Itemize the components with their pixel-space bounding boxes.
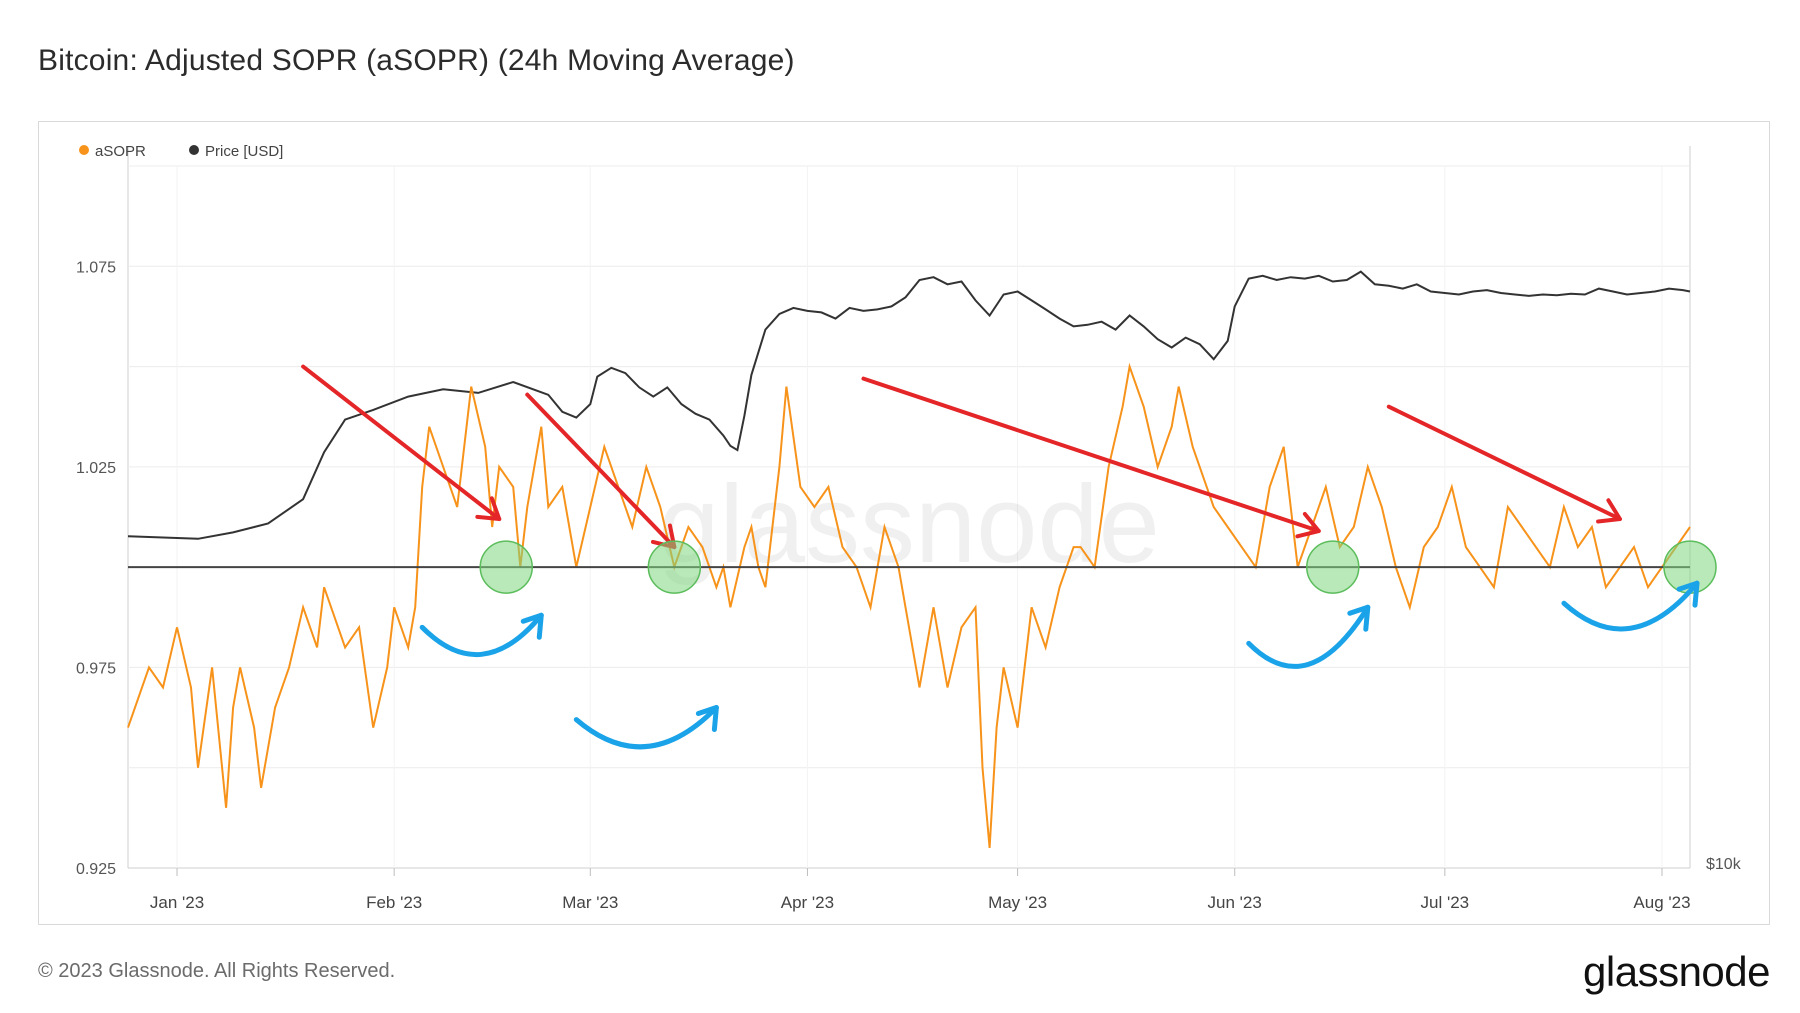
blue-curve-arrowhead: [1676, 580, 1700, 608]
chart-title: Bitcoin: Adjusted SOPR (aSOPR) (24h Movi…: [38, 44, 795, 77]
red-arrowhead: [1295, 511, 1321, 539]
blue-curve-arrow: [573, 705, 719, 750]
glassnode-logo: glassnode: [1583, 948, 1770, 995]
x-tick-label: Mar '23: [562, 893, 618, 912]
blue-curve-arrowhead: [1347, 604, 1371, 632]
green-circle-marker: [479, 540, 533, 594]
red-arrow: [1386, 404, 1622, 522]
red-arrow: [525, 392, 677, 550]
x-tick-label: Jan '23: [150, 893, 204, 912]
blue-curve-arrowhead: [695, 705, 719, 733]
y-tick-label: 1.075: [76, 259, 116, 276]
x-tick-label: May '23: [988, 893, 1047, 912]
legend-marker: [79, 145, 89, 155]
legend-label: Price [USD]: [205, 143, 283, 160]
legend-marker: [189, 145, 199, 155]
x-tick-label: Apr '23: [781, 893, 834, 912]
asopr-chart: 1.075 1.025 0.975 0.925 $10k Jan '23 Feb '23 Ma…: [76, 143, 1742, 912]
x-tick-label: Jun '23: [1208, 893, 1262, 912]
legend-label: aSOPR: [95, 143, 146, 160]
price-line: [127, 270, 1691, 540]
red-arrowhead: [475, 496, 502, 522]
blue-curve-arrow: [1246, 604, 1371, 669]
x-tick-label: Aug '23: [1633, 893, 1690, 912]
red-arrowhead: [1596, 498, 1622, 524]
red-arrow: [861, 376, 1321, 534]
red-arrow: [301, 364, 502, 522]
copyright-text: © 2023 Glassnode. All Rights Reserved.: [38, 960, 396, 982]
blue-curve-arrow: [1561, 580, 1700, 632]
y-tick-label: 0.925: [76, 861, 116, 878]
chart-frame: 1.075 1.025 0.975 0.925 $10k Jan '23 Feb '23 Ma…: [38, 121, 1770, 925]
y-right-label: $10k: [1706, 856, 1742, 873]
y-tick-label: 1.025: [76, 460, 116, 477]
blue-curve-arrowhead: [520, 612, 544, 640]
blue-curve-arrow: [419, 612, 544, 658]
watermark: glassnode: [658, 463, 1160, 586]
green-circle-marker: [647, 540, 702, 594]
x-tick-label: Jul '23: [1421, 893, 1470, 912]
x-tick-label: Feb '23: [366, 893, 422, 912]
y-tick-label: 0.975: [76, 660, 116, 677]
green-circle-marker: [1306, 540, 1360, 594]
